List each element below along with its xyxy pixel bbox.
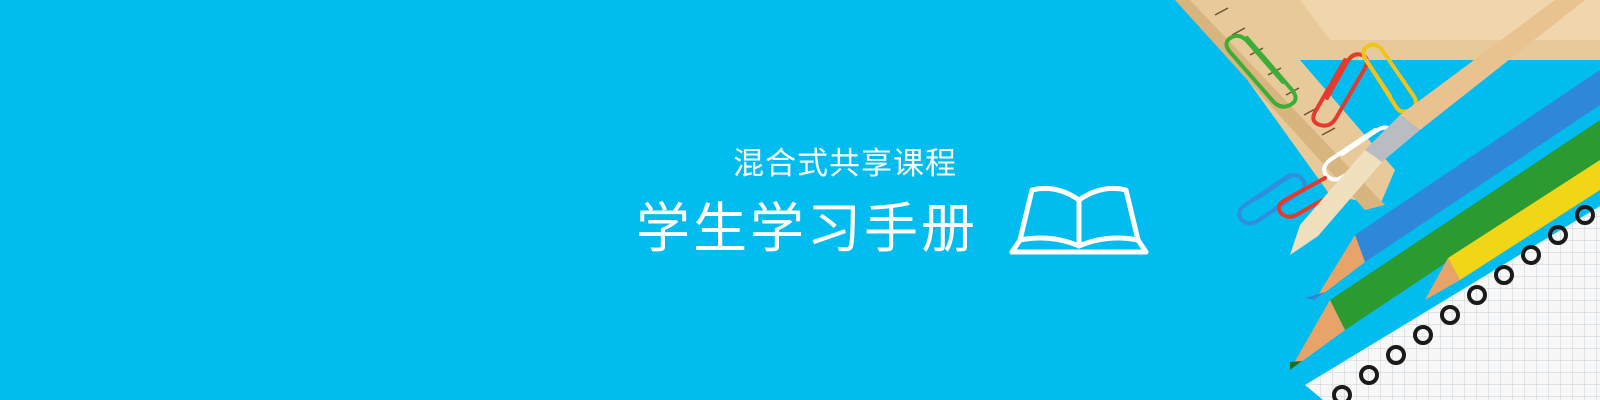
paintbrush-icon <box>1290 0 1585 255</box>
book-icon <box>1009 185 1149 255</box>
pencil-icon <box>1290 70 1600 370</box>
course-subtitle: 混合式共享课程 <box>733 146 957 182</box>
paper-clip-icon <box>1224 33 1418 226</box>
handbook-title: 学生学习手册 <box>636 197 978 260</box>
notebook-icon <box>1305 205 1600 400</box>
